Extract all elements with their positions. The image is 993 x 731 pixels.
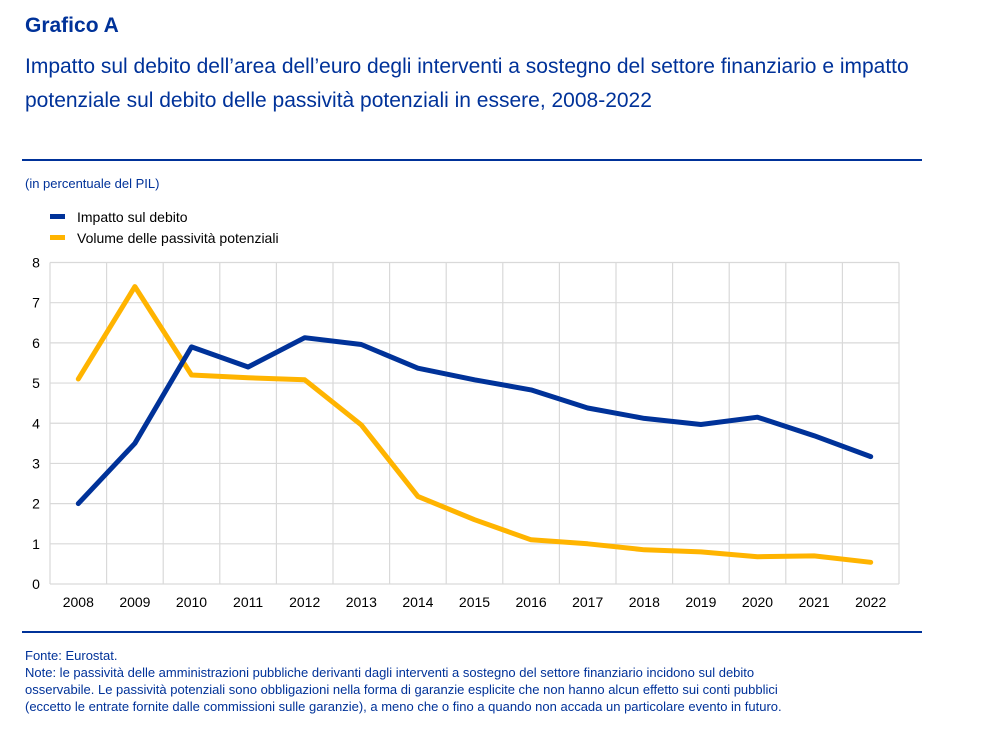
legend-item-debt: Impatto sul debito [50, 206, 279, 227]
legend-label-debt: Impatto sul debito [77, 208, 188, 225]
series-line-contingent [75, 284, 874, 565]
x-tick-label: 2011 [233, 594, 263, 610]
y-tick-label: 7 [32, 295, 40, 311]
x-tick-label: 2012 [289, 594, 320, 610]
y-tick-label: 3 [32, 455, 40, 471]
source-note: Fonte: Eurostat. [25, 648, 118, 663]
y-tick-label: 6 [32, 335, 40, 351]
y-tick-label: 5 [32, 375, 40, 391]
x-tick-label: 2015 [459, 594, 490, 610]
footer: Fonte: Eurostat. Note: le passività dell… [25, 647, 925, 715]
y-tick-label: 0 [32, 576, 40, 592]
y-tick-label: 1 [32, 536, 40, 552]
x-tick-label: 2022 [855, 594, 886, 610]
x-tick-label: 2017 [572, 594, 603, 610]
unit-label: (in percentuale del PIL) [25, 176, 160, 191]
note-line-1: Note: le passività delle amministrazioni… [25, 665, 755, 680]
x-tick-label: 2019 [685, 594, 716, 610]
x-tick-label: 2018 [629, 594, 660, 610]
chart-kicker: Grafico A [25, 14, 119, 37]
legend-label-contingent: Volume delle passività potenziali [77, 229, 279, 246]
x-tick-label: 2010 [176, 594, 207, 610]
note-line-3: (eccetto le entrate fornite dalle commis… [25, 699, 782, 714]
x-axis-ticks: 2008 2009 2010 2011 2012 2013 2014 2015 2016 2017… [63, 594, 887, 610]
grid [49, 261, 900, 585]
x-tick-label: 2014 [402, 594, 433, 610]
footer-divider [22, 631, 922, 633]
legend-swatch-debt [50, 214, 65, 219]
title-divider [22, 159, 922, 161]
y-tick-label: 2 [32, 496, 40, 512]
x-tick-label: 2021 [799, 594, 830, 610]
note-line-2: osservabile. Le passività potenziali son… [25, 682, 778, 697]
x-tick-label: 2020 [742, 594, 773, 610]
y-tick-label: 4 [32, 415, 40, 431]
x-tick-label: 2016 [516, 594, 547, 610]
x-tick-label: 2009 [119, 594, 150, 610]
chart-title: Impatto sul debito dell’area dell’euro d… [25, 55, 909, 112]
x-tick-label: 2013 [346, 594, 377, 610]
y-tick-label: 8 [32, 255, 40, 271]
series-line-debt [75, 335, 874, 507]
x-tick-label: 2008 [63, 594, 94, 610]
series-lines [75, 284, 874, 565]
y-axis-ticks: 0 1 2 3 4 5 6 7 8 [32, 255, 40, 593]
legend-item-contingent: Volume delle passività potenziali [50, 227, 279, 248]
legend: Impatto sul debito Volume delle passivit… [50, 206, 279, 248]
legend-swatch-contingent [50, 235, 65, 240]
